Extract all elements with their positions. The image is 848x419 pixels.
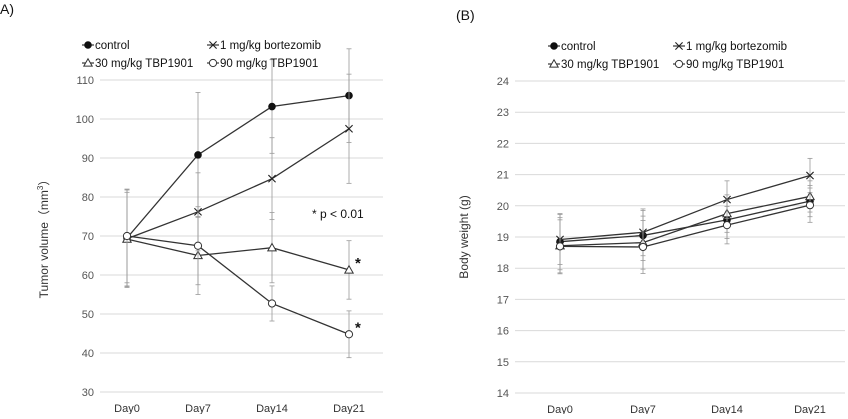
data-point bbox=[638, 242, 648, 252]
y-tick-label: 70 bbox=[82, 231, 94, 243]
legend-entry-1-mg-kg-bortezomib: 1 mg/kg bortezomib bbox=[673, 41, 787, 53]
legend-entry-30-mg-kg-tbp1901: 30 mg/kg TBP1901 bbox=[82, 57, 193, 70]
legend-marker bbox=[674, 59, 684, 69]
data-point bbox=[344, 330, 354, 339]
data-point bbox=[806, 171, 814, 180]
y-tick-label: 17 bbox=[497, 294, 509, 306]
y-tick-label: 14 bbox=[497, 388, 509, 400]
y-axis-label: Tumor volume（mm3） bbox=[36, 174, 51, 299]
legend-entry-control: control bbox=[548, 41, 596, 53]
x-tick-label: Day21 bbox=[794, 404, 826, 414]
series-30-mg-kg-tbp1901: * bbox=[121, 191, 361, 300]
y-tick-label: 110 bbox=[76, 75, 94, 87]
legend-entry-30-mg-kg-tbp1901: 30 mg/kg TBP1901 bbox=[548, 58, 659, 71]
legend-label: 90 mg/kg TBP1901 bbox=[686, 59, 784, 71]
panel-label: A) bbox=[0, 1, 14, 17]
significance-mark: * bbox=[355, 319, 361, 336]
y-tick-label: 80 bbox=[82, 192, 94, 204]
data-point bbox=[194, 151, 202, 159]
legend-marker bbox=[208, 58, 218, 68]
y-tick-label: 90 bbox=[82, 153, 94, 165]
x-tick-label: Day7 bbox=[630, 404, 656, 414]
legend: control 1 mg/kg bortezomib 30 mg/kg TBP190… bbox=[548, 41, 787, 71]
data-point bbox=[555, 242, 565, 251]
y-tick-label: 24 bbox=[497, 76, 509, 88]
series-line bbox=[559, 204, 811, 248]
y-axis-label-main: Body weight (g) bbox=[457, 195, 471, 278]
data-point bbox=[343, 264, 355, 274]
data-point bbox=[805, 201, 815, 210]
series-line bbox=[126, 94, 350, 239]
series-line bbox=[126, 238, 350, 271]
legend-label: 90 mg/kg TBP1901 bbox=[220, 58, 318, 70]
data-point bbox=[266, 242, 278, 252]
y-tick-label: 18 bbox=[497, 263, 509, 275]
series-line bbox=[559, 195, 811, 247]
x-tick-label: Day0 bbox=[547, 404, 573, 414]
y-tick-label: 100 bbox=[76, 114, 94, 126]
legend-marker bbox=[209, 41, 217, 49]
x-tick-label: Day14 bbox=[711, 404, 743, 414]
legend-label: control bbox=[561, 41, 596, 53]
y-axis-label-sup: 3 bbox=[36, 185, 45, 190]
y-tick-label: 23 bbox=[497, 107, 509, 119]
panel-a: A) 30 40 50 60 70 80 90 100 110 Day0 Day7 Day14 Day21… bbox=[0, 1, 383, 415]
significance-annotation: * p < 0.01 bbox=[312, 207, 364, 221]
y-axis-label: Body weight (g) bbox=[457, 195, 471, 278]
y-tick-label: 16 bbox=[497, 326, 509, 338]
x-tick-label: Day7 bbox=[185, 403, 211, 414]
series-90-mg-kg-tbp1901: * bbox=[122, 188, 361, 359]
series-90-mg-kg-tbp1901 bbox=[555, 187, 815, 274]
y-tick-label: 20 bbox=[497, 201, 509, 213]
legend: control 1 mg/kg bortezomib 30 mg/kg TBP190… bbox=[82, 40, 321, 70]
panel-b: (B) 14 15 16 17 18 19 20 21 22 23 24 Day0 Day7 Day14 Da… bbox=[456, 7, 845, 416]
data-point bbox=[345, 124, 353, 133]
legend-marker bbox=[675, 42, 683, 50]
series-line bbox=[559, 174, 811, 241]
y-axis-label-main: Tumor volume（mm bbox=[37, 190, 51, 298]
legend-marker bbox=[82, 57, 94, 67]
y-tick-label: 19 bbox=[497, 232, 509, 244]
x-tick-label: Day14 bbox=[256, 403, 288, 414]
legend-marker bbox=[548, 58, 560, 68]
legend-label: 1 mg/kg bortezomib bbox=[686, 41, 787, 53]
data-point bbox=[268, 102, 276, 111]
y-tick-label: 30 bbox=[82, 387, 94, 399]
y-tick-label: 40 bbox=[82, 348, 94, 360]
legend-label: 30 mg/kg TBP1901 bbox=[95, 58, 193, 70]
legend-entry-control: control bbox=[82, 40, 130, 52]
series-1-mg-kg-bortezomib bbox=[123, 73, 353, 288]
data-point bbox=[722, 221, 732, 230]
y-tick-label: 60 bbox=[82, 270, 94, 282]
y-axis-label-end: ） bbox=[37, 174, 51, 186]
y-tick-label: 15 bbox=[497, 357, 509, 369]
data-point bbox=[193, 241, 203, 250]
legend-entry-90-mg-kg-tbp1901: 90 mg/kg TBP1901 bbox=[673, 59, 784, 71]
legend-entry-90-mg-kg-tbp1901: 90 mg/kg TBP1901 bbox=[207, 58, 318, 70]
series-line bbox=[126, 235, 350, 335]
series-line bbox=[126, 128, 350, 240]
y-tick-label: 50 bbox=[82, 309, 94, 321]
y-tick-label: 21 bbox=[497, 170, 509, 182]
legend-marker bbox=[550, 42, 558, 50]
panel-label: (B) bbox=[456, 7, 475, 23]
significance-mark: * bbox=[355, 255, 361, 272]
data-point bbox=[267, 299, 277, 308]
y-tick-label: 22 bbox=[497, 138, 509, 150]
legend-label: control bbox=[95, 40, 130, 52]
x-tick-label: Day21 bbox=[333, 403, 365, 414]
data-point bbox=[268, 174, 276, 183]
legend-marker bbox=[84, 41, 92, 49]
data-point bbox=[122, 231, 132, 241]
legend-label: 1 mg/kg bortezomib bbox=[220, 40, 321, 52]
legend-entry-1-mg-kg-bortezomib: 1 mg/kg bortezomib bbox=[207, 40, 321, 52]
legend-label: 30 mg/kg TBP1901 bbox=[561, 59, 659, 71]
x-tick-label: Day0 bbox=[114, 403, 140, 414]
